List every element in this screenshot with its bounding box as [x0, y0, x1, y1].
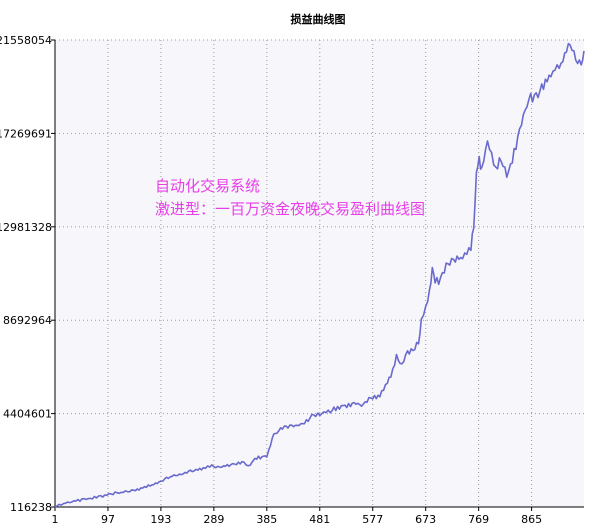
plot-area: [55, 40, 584, 507]
y-tick-label: 12981328: [0, 221, 52, 234]
x-tick-label: 289: [203, 513, 224, 526]
y-tick-label: 116238: [10, 501, 52, 514]
y-tick-label: 4404601: [3, 408, 52, 421]
x-tick-label: 577: [362, 513, 383, 526]
x-tick-label: 769: [468, 513, 489, 526]
annotation-system-name: 自动化交易系统: [155, 177, 260, 195]
x-tick-label: 865: [521, 513, 542, 526]
y-axis-ticks: 116238 4404601 8692964 12981328 17269691 2155…: [0, 34, 55, 514]
y-tick-label: 8692964: [3, 314, 52, 327]
x-tick-label: 1: [52, 513, 59, 526]
annotation-description: 激进型：一百万资金夜晚交易盈利曲线图: [155, 200, 425, 218]
chart-title: 损益曲线图: [291, 12, 346, 26]
x-tick-label: 97: [101, 513, 115, 526]
y-tick-label: 17269691: [0, 127, 52, 140]
x-axis-ticks: 1 97 193 289 385 481 577 673 769 865: [52, 507, 542, 526]
x-tick-label: 385: [256, 513, 277, 526]
y-tick-label: 21558054: [0, 34, 52, 47]
x-tick-label: 481: [309, 513, 330, 526]
x-tick-label: 673: [415, 513, 436, 526]
equity-curve-line: [54, 42, 585, 508]
x-tick-label: 193: [150, 513, 171, 526]
